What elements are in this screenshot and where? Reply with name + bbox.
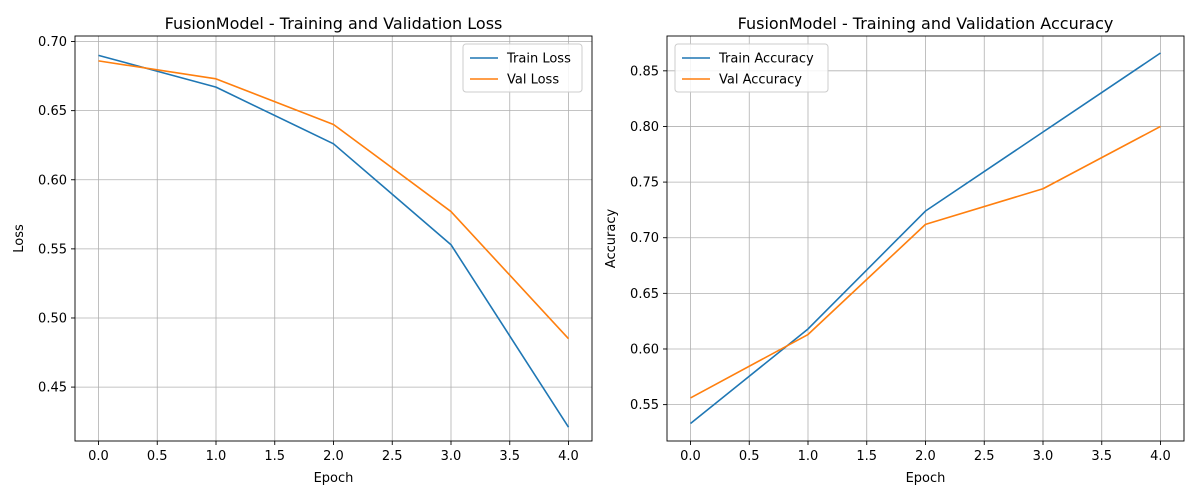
- loss-legend-label: Train Loss: [506, 52, 571, 67]
- accuracy-y-tick-label: 0.85: [630, 64, 659, 79]
- loss-x-tick-label: 0.0: [88, 449, 109, 464]
- loss-x-tick-label: 4.0: [558, 449, 579, 464]
- accuracy-y-tick-label: 0.55: [630, 398, 659, 413]
- loss-y-tick-label: 0.70: [38, 35, 67, 50]
- loss-x-tick-label: 1.5: [264, 449, 285, 464]
- accuracy-legend-box: [674, 43, 829, 93]
- loss-y-tick-label: 0.50: [38, 311, 67, 326]
- loss-series-line-train-loss: [98, 54, 570, 428]
- loss-x-tick-label: 1.0: [206, 449, 227, 464]
- loss-x-tick-label: 2.0: [323, 449, 344, 464]
- accuracy-legend-label: Val Accuracy: [719, 73, 802, 88]
- loss-chart-title: FusionModel - Training and Validation Lo…: [165, 14, 503, 33]
- loss-y-tick-label: 0.65: [38, 104, 67, 119]
- accuracy-series-line-train-accuracy: [689, 52, 1161, 425]
- accuracy-x-tick-label: 1.5: [856, 449, 877, 464]
- loss-x-tick-label: 2.5: [382, 449, 403, 464]
- loss-x-tick-label: 3.5: [499, 449, 520, 464]
- accuracy-x-tick-label: 3.0: [1033, 449, 1054, 464]
- loss-legend-box: [462, 43, 583, 93]
- accuracy-legend-label: Train Accuracy: [718, 52, 814, 67]
- accuracy-x-tick-label: 0.0: [680, 449, 701, 464]
- accuracy-legend: Train Accuracy Val Accuracy: [674, 43, 829, 93]
- accuracy-y-axis-label: Accuracy: [604, 209, 619, 269]
- accuracy-y-tick-label: 0.65: [630, 287, 659, 302]
- loss-x-axis-label: Epoch: [314, 471, 354, 486]
- loss-y-tick-label: 0.55: [38, 242, 67, 257]
- loss-chart-panel: 0.0 0.5 1.0 1.5 2.0 2.5 3.0 3.5 4.0 0.45 0.50 0.55 0…: [12, 14, 593, 486]
- accuracy-x-tick-label: 2.0: [915, 449, 936, 464]
- loss-x-tick-label: 0.5: [147, 449, 168, 464]
- accuracy-x-axis-label: Epoch: [906, 471, 946, 486]
- accuracy-chart-panel: 0.0 0.5 1.0 1.5 2.0 2.5 3.0 3.5 4.0 0.55 0.60 0.65 0…: [604, 14, 1185, 486]
- loss-y-tick-label: 0.60: [38, 173, 67, 188]
- loss-y-tick-label: 0.45: [38, 381, 67, 396]
- loss-y-axis-label: Loss: [12, 224, 27, 253]
- accuracy-series-line-val-accuracy: [690, 125, 1161, 399]
- accuracy-y-tick-label: 0.75: [630, 176, 659, 191]
- accuracy-chart-title: FusionModel - Training and Validation Ac…: [738, 14, 1114, 33]
- loss-legend-label: Val Loss: [507, 73, 559, 88]
- loss-legend: Train Loss Val Loss: [462, 43, 583, 93]
- accuracy-x-tick-label: 0.5: [739, 449, 760, 464]
- loss-x-tick-label: 3.0: [441, 449, 462, 464]
- accuracy-x-tick-label: 1.0: [798, 449, 819, 464]
- accuracy-x-tick-label: 4.0: [1150, 449, 1171, 464]
- accuracy-y-tick-label: 0.60: [630, 342, 659, 357]
- accuracy-y-tick-label: 0.70: [630, 231, 659, 246]
- accuracy-y-tick-label: 0.80: [630, 120, 659, 135]
- accuracy-x-tick-label: 3.5: [1091, 449, 1112, 464]
- accuracy-x-tick-label: 2.5: [974, 449, 995, 464]
- loss-series-line-val-loss: [98, 60, 570, 340]
